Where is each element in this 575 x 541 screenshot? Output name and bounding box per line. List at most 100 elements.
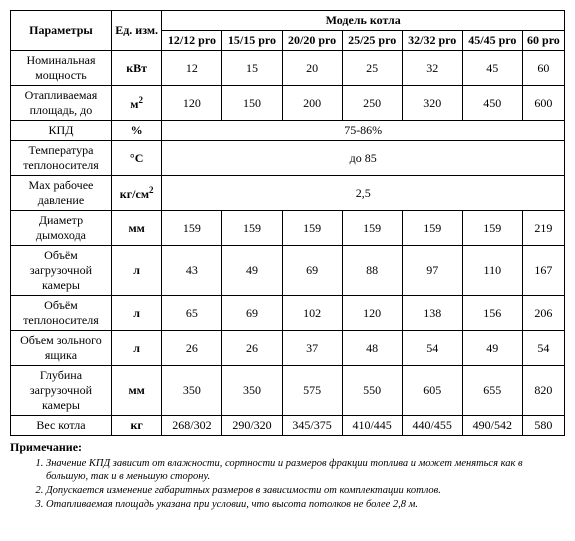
cell-merged: 2,5 bbox=[162, 176, 565, 211]
table-row: Отапливаемая площадь, дом212015020025032… bbox=[11, 86, 565, 121]
table-row: Температура теплоносителя°Сдо 85 bbox=[11, 141, 565, 176]
cell-value: 110 bbox=[462, 246, 522, 296]
cell-value: 655 bbox=[462, 366, 522, 416]
cell-param: Объём загрузочной камеры bbox=[11, 246, 112, 296]
cell-value: 26 bbox=[222, 331, 282, 366]
cell-value: 290/320 bbox=[222, 416, 282, 436]
cell-value: 490/542 bbox=[462, 416, 522, 436]
cell-value: 159 bbox=[462, 211, 522, 246]
cell-unit: кг bbox=[111, 416, 161, 436]
hdr-model: 20/20 pro bbox=[282, 31, 342, 51]
cell-value: 65 bbox=[162, 296, 222, 331]
hdr-model: 45/45 pro bbox=[462, 31, 522, 51]
cell-value: 12 bbox=[162, 51, 222, 86]
table-body: Номинальная мощностькВт12152025324560Ота… bbox=[11, 51, 565, 436]
cell-value: 69 bbox=[282, 246, 342, 296]
cell-value: 138 bbox=[402, 296, 462, 331]
cell-value: 440/455 bbox=[402, 416, 462, 436]
cell-unit: л bbox=[111, 296, 161, 331]
cell-unit: л bbox=[111, 246, 161, 296]
cell-value: 350 bbox=[222, 366, 282, 416]
hdr-model: 12/12 pro bbox=[162, 31, 222, 51]
cell-value: 450 bbox=[462, 86, 522, 121]
cell-value: 32 bbox=[402, 51, 462, 86]
cell-value: 102 bbox=[282, 296, 342, 331]
spec-table: Параметры Ед. изм. Модель котла 12/12 pr… bbox=[10, 10, 565, 436]
cell-value: 605 bbox=[402, 366, 462, 416]
cell-value: 575 bbox=[282, 366, 342, 416]
cell-unit: л bbox=[111, 331, 161, 366]
cell-param: Глубина загрузочной камеры bbox=[11, 366, 112, 416]
cell-value: 48 bbox=[342, 331, 402, 366]
hdr-unit: Ед. изм. bbox=[111, 11, 161, 51]
cell-param: Номинальная мощность bbox=[11, 51, 112, 86]
cell-param: Диаметр дымохода bbox=[11, 211, 112, 246]
table-row: Объем зольного ящикал26263748544954 bbox=[11, 331, 565, 366]
cell-param: Объем зольного ящика bbox=[11, 331, 112, 366]
notes-item: Допускается изменение габаритных размеро… bbox=[46, 484, 565, 497]
cell-value: 250 bbox=[342, 86, 402, 121]
cell-value: 410/445 bbox=[342, 416, 402, 436]
cell-value: 49 bbox=[462, 331, 522, 366]
cell-value: 26 bbox=[162, 331, 222, 366]
hdr-model: 15/15 pro bbox=[222, 31, 282, 51]
cell-value: 268/302 bbox=[162, 416, 222, 436]
cell-merged: 75-86% bbox=[162, 121, 565, 141]
cell-param: Отапливаемая площадь, до bbox=[11, 86, 112, 121]
cell-unit: м2 bbox=[111, 86, 161, 121]
cell-value: 60 bbox=[522, 51, 564, 86]
cell-value: 350 bbox=[162, 366, 222, 416]
table-row: Диаметр дымоходамм159159159159159159219 bbox=[11, 211, 565, 246]
cell-value: 45 bbox=[462, 51, 522, 86]
cell-value: 200 bbox=[282, 86, 342, 121]
cell-value: 345/375 bbox=[282, 416, 342, 436]
notes-item: Значение КПД зависит от влажности, сортн… bbox=[46, 457, 565, 483]
cell-value: 88 bbox=[342, 246, 402, 296]
cell-value: 54 bbox=[402, 331, 462, 366]
cell-value: 150 bbox=[222, 86, 282, 121]
notes-list: Значение КПД зависит от влажности, сортн… bbox=[46, 457, 565, 512]
cell-value: 69 bbox=[222, 296, 282, 331]
hdr-model: 25/25 pro bbox=[342, 31, 402, 51]
cell-value: 159 bbox=[162, 211, 222, 246]
cell-value: 580 bbox=[522, 416, 564, 436]
cell-value: 159 bbox=[282, 211, 342, 246]
cell-param: Max рабочее давление bbox=[11, 176, 112, 211]
cell-unit: мм bbox=[111, 366, 161, 416]
cell-unit: кВт bbox=[111, 51, 161, 86]
table-row: КПД%75-86% bbox=[11, 121, 565, 141]
cell-unit: кг/см2 bbox=[111, 176, 161, 211]
hdr-model-group: Модель котла bbox=[162, 11, 565, 31]
cell-value: 167 bbox=[522, 246, 564, 296]
cell-param: Вес котла bbox=[11, 416, 112, 436]
cell-value: 550 bbox=[342, 366, 402, 416]
cell-value: 820 bbox=[522, 366, 564, 416]
cell-value: 15 bbox=[222, 51, 282, 86]
cell-value: 43 bbox=[162, 246, 222, 296]
cell-merged: до 85 bbox=[162, 141, 565, 176]
cell-value: 219 bbox=[522, 211, 564, 246]
notes-item: Отапливаемая площадь указана при условии… bbox=[46, 498, 565, 511]
cell-value: 159 bbox=[402, 211, 462, 246]
cell-value: 156 bbox=[462, 296, 522, 331]
table-head: Параметры Ед. изм. Модель котла 12/12 pr… bbox=[11, 11, 565, 51]
cell-value: 206 bbox=[522, 296, 564, 331]
notes-block: Примечание: Значение КПД зависит от влаж… bbox=[10, 440, 565, 512]
cell-unit: мм bbox=[111, 211, 161, 246]
table-row: Номинальная мощностькВт12152025324560 bbox=[11, 51, 565, 86]
table-row: Max рабочее давлениекг/см22,5 bbox=[11, 176, 565, 211]
cell-value: 97 bbox=[402, 246, 462, 296]
cell-value: 25 bbox=[342, 51, 402, 86]
cell-value: 120 bbox=[162, 86, 222, 121]
cell-value: 37 bbox=[282, 331, 342, 366]
cell-param: Объём теплоносителя bbox=[11, 296, 112, 331]
cell-value: 120 bbox=[342, 296, 402, 331]
cell-value: 320 bbox=[402, 86, 462, 121]
cell-value: 20 bbox=[282, 51, 342, 86]
cell-value: 600 bbox=[522, 86, 564, 121]
table-row: Вес котлакг268/302290/320345/375410/4454… bbox=[11, 416, 565, 436]
cell-value: 159 bbox=[222, 211, 282, 246]
table-row: Глубина загрузочной камерымм350350575550… bbox=[11, 366, 565, 416]
table-row: Объём загрузочной камерыл434969889711016… bbox=[11, 246, 565, 296]
table-row: Объём теплоносителял6569102120138156206 bbox=[11, 296, 565, 331]
